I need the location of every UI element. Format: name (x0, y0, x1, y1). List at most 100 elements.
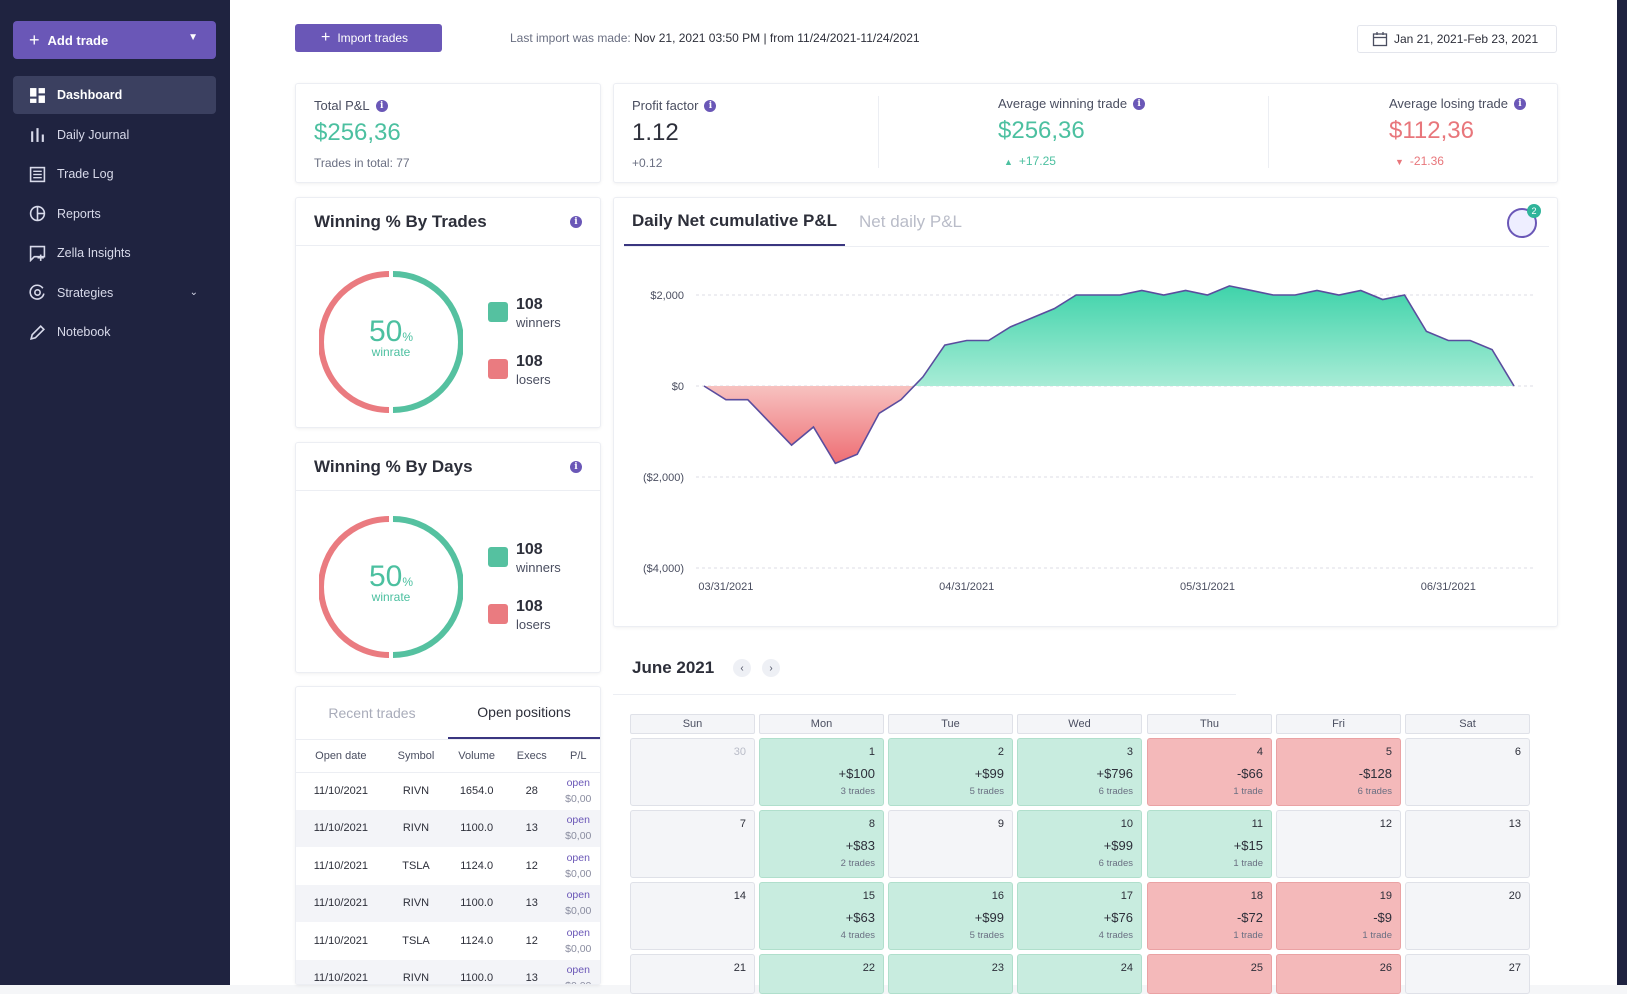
add-trade-button[interactable]: + Add trade ▼ (13, 21, 216, 59)
status: open (566, 814, 590, 827)
winrate-label: winrate (371, 345, 411, 359)
volume: 1654.0 (459, 785, 494, 797)
calendar-day[interactable]: 6 (1405, 738, 1530, 806)
calendar-day[interactable]: 14 (630, 882, 755, 950)
calendar-day[interactable]: 13 (1405, 810, 1530, 878)
winrate-percent: 50% (321, 315, 461, 349)
tab-net-daily[interactable]: Net daily P&L (859, 212, 963, 231)
symbol: TSLA (402, 934, 430, 947)
table-row[interactable]: 11/10/2021 RIVN 1654.0 28 open $0,00 (296, 772, 600, 810)
day-number: 17 (1120, 890, 1133, 902)
calendar-day[interactable]: 1 +$100 3 trades (759, 738, 884, 806)
sidebar-item-notebook[interactable]: Notebook (13, 313, 216, 351)
next-month-button[interactable]: › (762, 659, 780, 677)
open-date: 11/10/2021 (313, 785, 368, 797)
info-icon[interactable]: i (1133, 97, 1146, 110)
table-row[interactable]: 11/10/2021 TSLA 1124.0 12 open $0,00 (296, 922, 600, 960)
day-pl: +$99 (974, 910, 1004, 925)
prev-month-button[interactable]: ‹ (733, 659, 751, 677)
calendar-day[interactable]: 20 (1405, 882, 1530, 950)
right-edge (1617, 0, 1627, 985)
info-icon[interactable]: i (1514, 97, 1527, 110)
calendar-day[interactable]: 27 (1405, 954, 1530, 994)
add-trade-label: Add trade (47, 32, 109, 48)
sidebar-item-label: Notebook (57, 325, 111, 339)
losers-arc (319, 516, 390, 658)
day-pl: +$99 (1103, 838, 1133, 853)
calendar-day[interactable]: 12 (1276, 810, 1401, 878)
sidebar-item-dashboard[interactable]: Dashboard (13, 76, 216, 114)
info-icon[interactable]: i (570, 460, 582, 473)
tab-daily-net-cumulative[interactable]: Daily Net cumulative P&L (624, 198, 846, 246)
date-range-picker[interactable]: Jan 21, 2021-Feb 23, 2021 (1357, 25, 1557, 53)
calendar-day[interactable]: 17 +$76 4 trades (1017, 882, 1142, 950)
calendar-day[interactable]: 19 -$9 1 trade (1276, 882, 1401, 950)
day-trades: 5 trades (969, 930, 1004, 941)
winners-legend: 108 winners (488, 296, 561, 330)
column-header[interactable]: P/L (556, 740, 600, 773)
pl-value: $0,00 (557, 978, 600, 984)
day-trades: 1 trade (1233, 930, 1263, 941)
day-number: 8 (868, 818, 875, 830)
day-trades: 6 trades (1098, 786, 1133, 797)
table-row[interactable]: 11/10/2021 TSLA 1124.0 12 open $0,00 (296, 847, 600, 885)
tab-open-positions[interactable]: Open positions (448, 687, 600, 739)
losers-swatch (488, 359, 508, 379)
pl-value: $0,00 (565, 867, 592, 880)
status: open (566, 964, 590, 977)
info-icon[interactable]: i (570, 215, 582, 228)
calendar-day[interactable]: 22 (759, 954, 884, 994)
sidebar-item-trade-log[interactable]: Trade Log (13, 155, 216, 193)
pl-cell: open $0,00 (556, 809, 600, 847)
open-date: 11/10/2021 (313, 859, 368, 872)
calendar-day[interactable]: 26 (1276, 954, 1401, 994)
avg-win-label: Average winning trade (998, 96, 1128, 111)
sidebar-item-daily-journal[interactable]: Daily Journal (13, 116, 216, 154)
info-icon[interactable]: i (704, 99, 717, 112)
calendar-day[interactable]: 24 (1017, 954, 1142, 994)
calendar-day[interactable]: 7 (630, 810, 755, 878)
chevron-down-icon[interactable]: ⌄ (189, 286, 198, 298)
calendar-day[interactable]: 30 (630, 738, 755, 806)
import-trades-button[interactable]: + Import trades (295, 24, 442, 52)
calendar-day[interactable]: 3 +$796 6 trades (1017, 738, 1142, 806)
symbol: RIVN (385, 884, 447, 922)
avg-losing-trade: Average losing trade i $112,36 ▼ -21.36 (1389, 96, 1527, 168)
calendar-day[interactable]: 23 (888, 954, 1013, 994)
sidebar-item-reports[interactable]: Reports (13, 195, 216, 233)
calendar-day[interactable]: 4 -$66 1 trade (1147, 738, 1272, 806)
caret-down-icon[interactable]: ▼ (188, 32, 198, 43)
calendar-day[interactable]: 11 +$15 1 trade (1147, 810, 1272, 878)
calendar-day[interactable]: 16 +$99 5 trades (888, 882, 1013, 950)
calendar-day[interactable]: 9 (888, 810, 1013, 878)
execs: 28 (525, 785, 538, 797)
execs: 13 (506, 809, 557, 847)
avg-win-change: ▲ +17.25 (998, 154, 1145, 168)
sidebar-item-zella-insights[interactable]: Zella Insights (13, 234, 216, 272)
y-tick-label: ($2,000) (643, 472, 684, 484)
calendar-day[interactable]: 15 +$63 4 trades (759, 882, 884, 950)
sidebar-item-strategies[interactable]: Strategies ⌄ (13, 274, 216, 312)
calendar-day[interactable]: 2 +$99 5 trades (888, 738, 1013, 806)
calendar-day[interactable]: 18 -$72 1 trade (1147, 882, 1272, 950)
calendar-day[interactable]: 5 -$128 6 trades (1276, 738, 1401, 806)
tab-recent-trades[interactable]: Recent trades (328, 705, 416, 721)
calendar-day[interactable]: 8 +$83 2 trades (759, 810, 884, 878)
calendar-day[interactable]: 10 +$99 6 trades (1017, 810, 1142, 878)
column-header[interactable]: Symbol (385, 740, 447, 773)
column-header[interactable]: Execs (506, 740, 557, 773)
day-number: 10 (1120, 818, 1133, 830)
day-number: 21 (733, 962, 746, 974)
calendar-day[interactable]: 25 (1147, 954, 1272, 994)
stat-label: Profit factor i (632, 98, 717, 113)
calendar-day[interactable]: 21 (630, 954, 755, 994)
chart-tabs: Daily Net cumulative P&L Net daily P&L (624, 198, 1549, 247)
column-header[interactable]: Open date (296, 740, 386, 773)
column-header[interactable]: Volume (446, 740, 507, 773)
open-date: 11/10/2021 (296, 809, 386, 847)
day-pl: +$76 (1103, 910, 1133, 925)
info-icon[interactable]: i (375, 99, 388, 112)
